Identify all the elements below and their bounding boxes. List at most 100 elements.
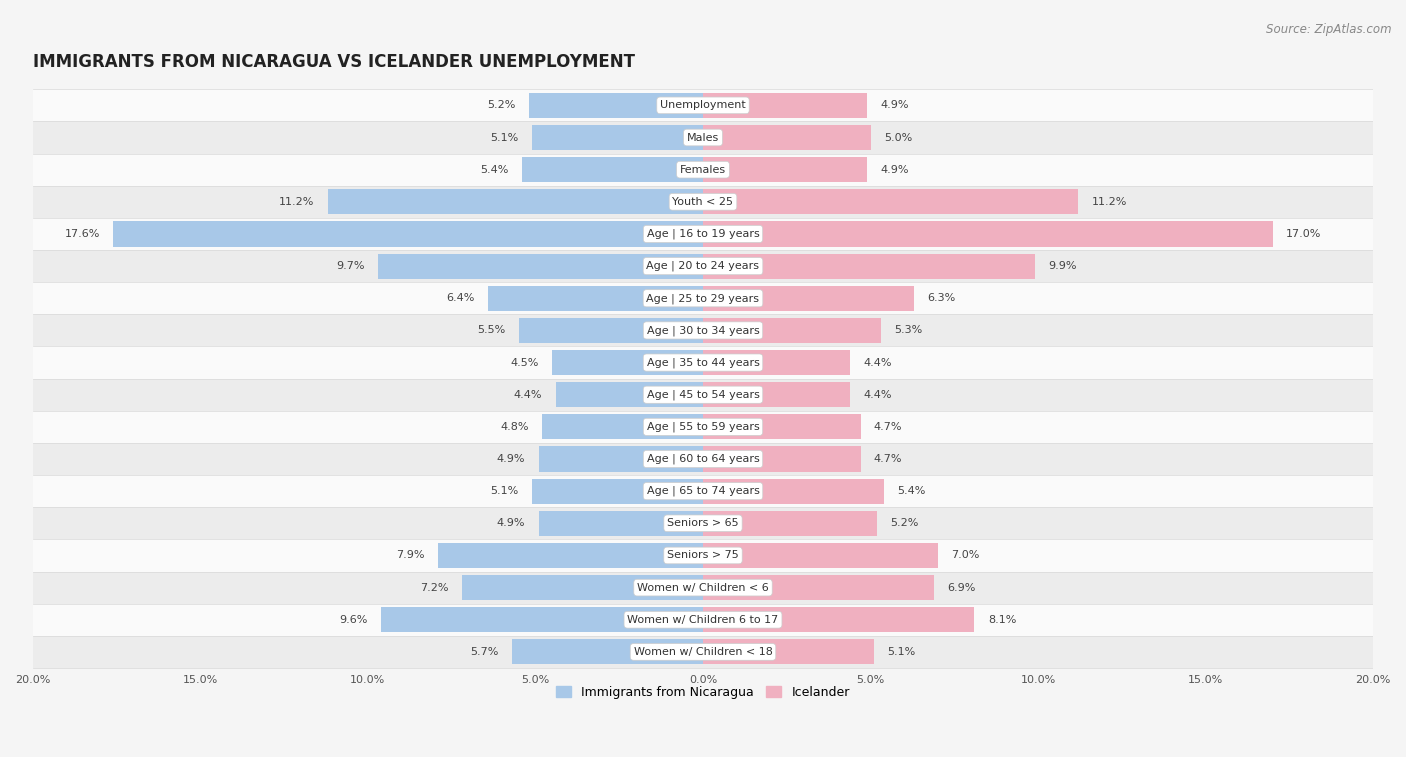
Text: Age | 25 to 29 years: Age | 25 to 29 years: [647, 293, 759, 304]
Bar: [378, 254, 703, 279]
Text: Age | 65 to 74 years: Age | 65 to 74 years: [647, 486, 759, 497]
Text: 9.7%: 9.7%: [336, 261, 364, 271]
Bar: [32, 603, 1374, 636]
Bar: [538, 511, 703, 536]
Text: Age | 35 to 44 years: Age | 35 to 44 years: [647, 357, 759, 368]
Text: 5.1%: 5.1%: [491, 486, 519, 496]
Bar: [32, 154, 1374, 185]
Text: Age | 60 to 64 years: Age | 60 to 64 years: [647, 453, 759, 464]
Bar: [461, 575, 703, 600]
Text: 4.5%: 4.5%: [510, 357, 538, 368]
Text: 9.9%: 9.9%: [1049, 261, 1077, 271]
Text: Age | 45 to 54 years: Age | 45 to 54 years: [647, 389, 759, 400]
Text: 5.1%: 5.1%: [887, 647, 915, 657]
Text: 4.7%: 4.7%: [875, 454, 903, 464]
Text: 5.4%: 5.4%: [897, 486, 925, 496]
Bar: [703, 125, 870, 150]
Text: 4.7%: 4.7%: [875, 422, 903, 431]
Bar: [555, 382, 703, 407]
Text: 4.9%: 4.9%: [880, 101, 910, 111]
Text: 7.2%: 7.2%: [420, 583, 449, 593]
Bar: [32, 475, 1374, 507]
Text: Age | 20 to 24 years: Age | 20 to 24 years: [647, 261, 759, 271]
Bar: [703, 93, 868, 118]
Bar: [703, 254, 1035, 279]
Text: 7.9%: 7.9%: [396, 550, 425, 560]
Text: Women w/ Children < 18: Women w/ Children < 18: [634, 647, 772, 657]
Text: 4.9%: 4.9%: [496, 519, 526, 528]
Bar: [553, 350, 703, 375]
Text: 7.0%: 7.0%: [950, 550, 980, 560]
Text: 6.9%: 6.9%: [948, 583, 976, 593]
Legend: Immigrants from Nicaragua, Icelander: Immigrants from Nicaragua, Icelander: [551, 681, 855, 704]
Text: 9.6%: 9.6%: [339, 615, 368, 625]
Bar: [328, 189, 703, 214]
Text: 17.6%: 17.6%: [65, 229, 100, 239]
Bar: [703, 543, 938, 568]
Text: Youth < 25: Youth < 25: [672, 197, 734, 207]
Text: 5.2%: 5.2%: [890, 519, 920, 528]
Bar: [703, 511, 877, 536]
Bar: [32, 540, 1374, 572]
Bar: [488, 285, 703, 311]
Bar: [32, 411, 1374, 443]
Bar: [703, 478, 884, 503]
Bar: [529, 93, 703, 118]
Bar: [32, 347, 1374, 378]
Bar: [703, 189, 1078, 214]
Bar: [32, 507, 1374, 540]
Bar: [32, 250, 1374, 282]
Bar: [381, 607, 703, 632]
Text: Women w/ Children 6 to 17: Women w/ Children 6 to 17: [627, 615, 779, 625]
Text: 4.4%: 4.4%: [513, 390, 543, 400]
Text: Age | 16 to 19 years: Age | 16 to 19 years: [647, 229, 759, 239]
Text: 5.1%: 5.1%: [491, 132, 519, 142]
Bar: [703, 382, 851, 407]
Bar: [703, 575, 934, 600]
Text: 4.9%: 4.9%: [496, 454, 526, 464]
Text: Males: Males: [688, 132, 718, 142]
Bar: [32, 378, 1374, 411]
Text: 4.4%: 4.4%: [863, 357, 893, 368]
Bar: [439, 543, 703, 568]
Text: 5.0%: 5.0%: [884, 132, 912, 142]
Bar: [703, 607, 974, 632]
Bar: [32, 218, 1374, 250]
Bar: [32, 572, 1374, 603]
Text: Seniors > 65: Seniors > 65: [668, 519, 738, 528]
Text: 8.1%: 8.1%: [988, 615, 1017, 625]
Bar: [512, 640, 703, 665]
Text: 5.2%: 5.2%: [486, 101, 516, 111]
Text: 11.2%: 11.2%: [278, 197, 314, 207]
Text: 5.5%: 5.5%: [477, 326, 505, 335]
Bar: [531, 478, 703, 503]
Text: Age | 30 to 34 years: Age | 30 to 34 years: [647, 326, 759, 335]
Text: 5.7%: 5.7%: [470, 647, 499, 657]
Bar: [32, 443, 1374, 475]
Text: 17.0%: 17.0%: [1286, 229, 1322, 239]
Bar: [703, 447, 860, 472]
Bar: [703, 222, 1272, 247]
Bar: [703, 157, 868, 182]
Bar: [538, 447, 703, 472]
Bar: [703, 640, 875, 665]
Text: Seniors > 75: Seniors > 75: [666, 550, 740, 560]
Bar: [543, 414, 703, 439]
Text: Unemployment: Unemployment: [661, 101, 745, 111]
Bar: [32, 314, 1374, 347]
Text: 5.3%: 5.3%: [894, 326, 922, 335]
Text: Source: ZipAtlas.com: Source: ZipAtlas.com: [1267, 23, 1392, 36]
Text: 4.8%: 4.8%: [501, 422, 529, 431]
Bar: [32, 636, 1374, 668]
Text: IMMIGRANTS FROM NICARAGUA VS ICELANDER UNEMPLOYMENT: IMMIGRANTS FROM NICARAGUA VS ICELANDER U…: [32, 53, 634, 71]
Text: 4.4%: 4.4%: [863, 390, 893, 400]
Bar: [112, 222, 703, 247]
Bar: [703, 414, 860, 439]
Bar: [32, 121, 1374, 154]
Text: 11.2%: 11.2%: [1092, 197, 1128, 207]
Bar: [531, 125, 703, 150]
Bar: [32, 185, 1374, 218]
Bar: [703, 318, 880, 343]
Text: 6.4%: 6.4%: [447, 293, 475, 304]
Text: 6.3%: 6.3%: [928, 293, 956, 304]
